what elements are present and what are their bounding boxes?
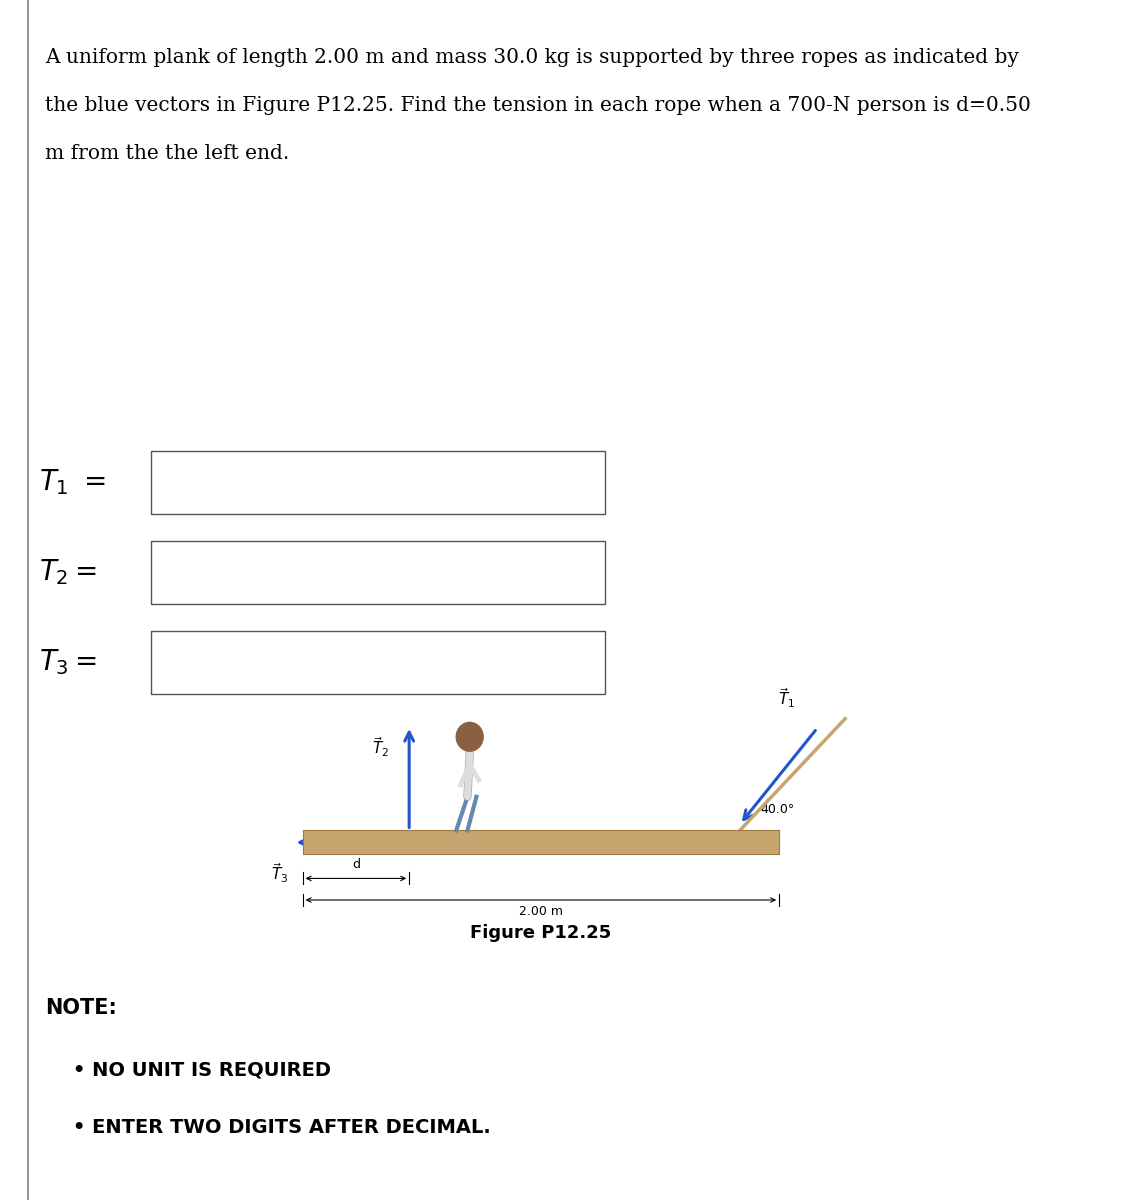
- Text: the blue vectors in Figure P12.25. Find the tension in each rope when a 700-N pe: the blue vectors in Figure P12.25. Find …: [45, 96, 1030, 115]
- Text: $\vec{T}_2$: $\vec{T}_2$: [372, 736, 389, 760]
- Text: A uniform plank of length 2.00 m and mass 30.0 kg is supported by three ropes as: A uniform plank of length 2.00 m and mas…: [45, 48, 1019, 67]
- Text: 40.0°: 40.0°: [760, 803, 795, 816]
- Text: $\vec{T}_1$: $\vec{T}_1$: [778, 686, 795, 710]
- Text: $T_1\ =$: $T_1\ =$: [39, 468, 106, 497]
- Text: m from the the left end.: m from the the left end.: [45, 144, 289, 163]
- Text: NOTE:: NOTE:: [45, 998, 117, 1019]
- Bar: [303, 830, 779, 854]
- Text: • ENTER TWO DIGITS AFTER DECIMAL.: • ENTER TWO DIGITS AFTER DECIMAL.: [73, 1118, 491, 1138]
- Text: Figure P12.25: Figure P12.25: [470, 924, 612, 942]
- Text: $T_2=$: $T_2=$: [39, 558, 98, 587]
- Text: • NO UNIT IS REQUIRED: • NO UNIT IS REQUIRED: [73, 1061, 331, 1080]
- Text: 2.00 m: 2.00 m: [519, 905, 563, 918]
- Text: $T_3=$: $T_3=$: [39, 648, 98, 677]
- Circle shape: [456, 722, 483, 751]
- Bar: [151, 451, 605, 514]
- Bar: [151, 541, 605, 604]
- Text: $\vec{T}_3$: $\vec{T}_3$: [271, 862, 288, 886]
- Bar: [151, 631, 605, 694]
- Text: d: d: [352, 858, 360, 871]
